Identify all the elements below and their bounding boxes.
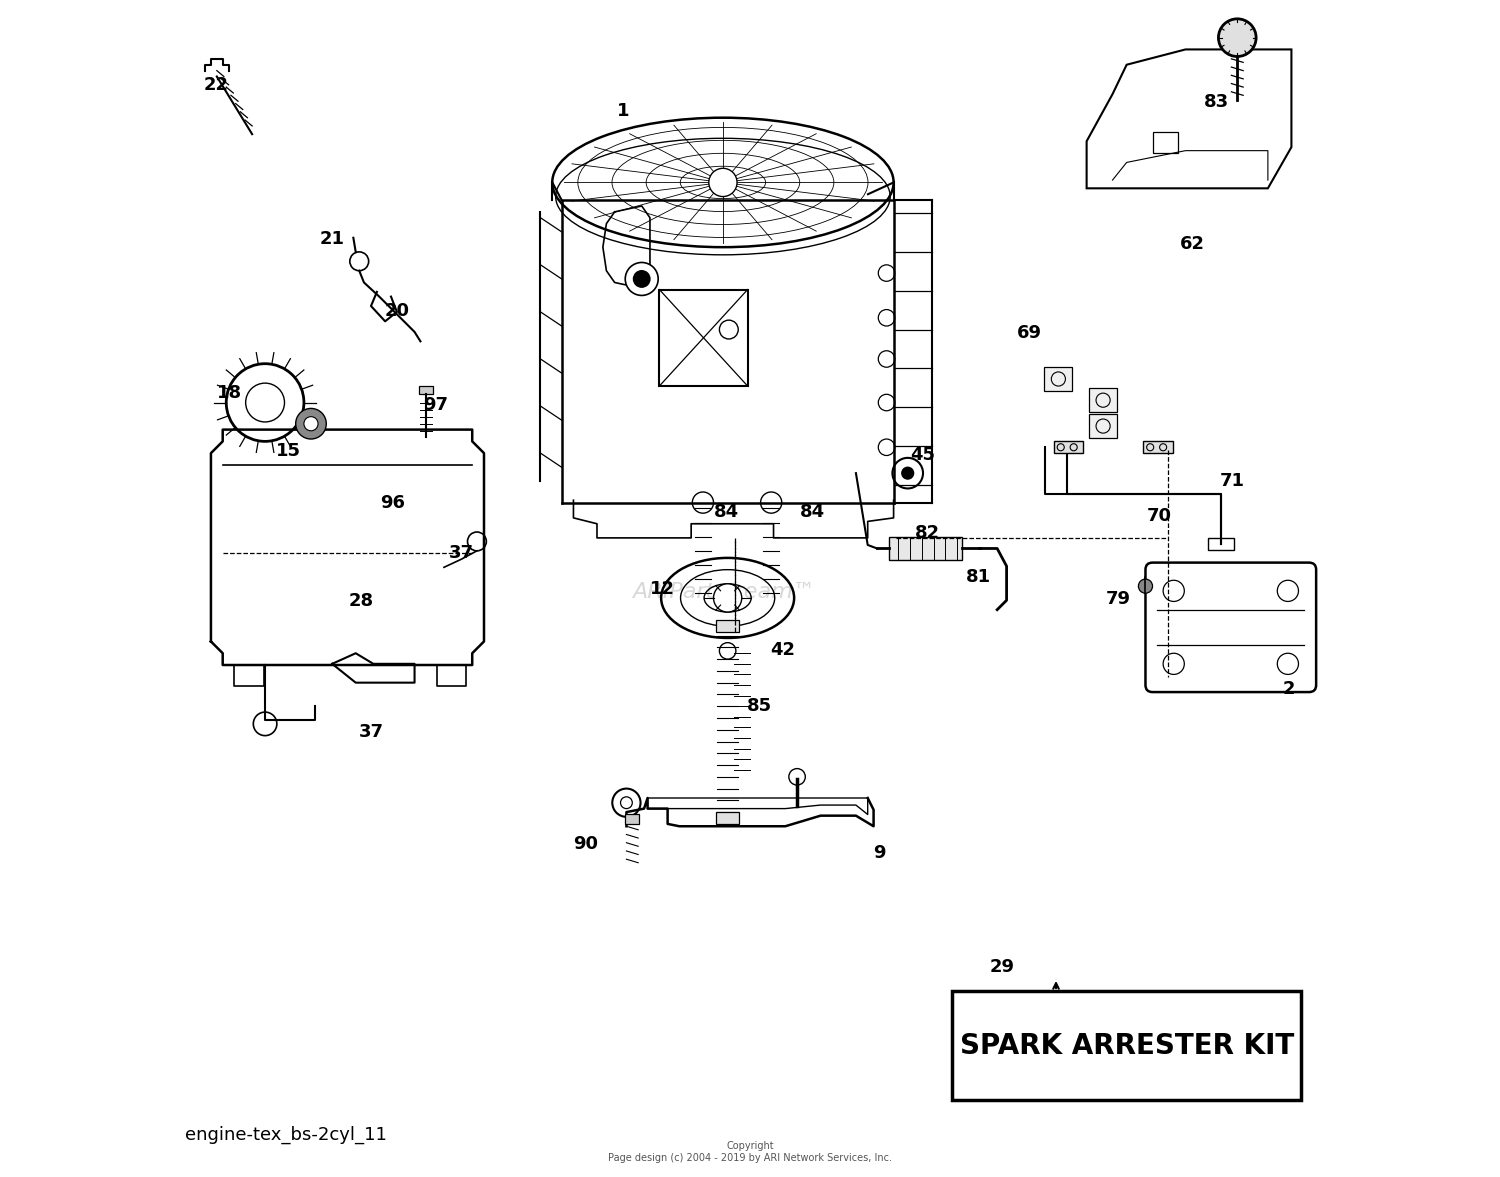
- Circle shape: [714, 584, 742, 612]
- Bar: [1143, 441, 1173, 453]
- Text: 83: 83: [1203, 93, 1228, 112]
- Bar: [1044, 367, 1072, 391]
- Text: 2: 2: [1282, 679, 1296, 698]
- Text: 71: 71: [1220, 472, 1245, 491]
- Text: 37: 37: [358, 723, 384, 742]
- Text: 20: 20: [384, 301, 410, 320]
- Text: SPARK ARRESTER KIT: SPARK ARRESTER KIT: [960, 1032, 1294, 1059]
- Circle shape: [626, 262, 658, 295]
- Text: 37: 37: [448, 544, 474, 563]
- Circle shape: [296, 408, 327, 439]
- Circle shape: [621, 797, 633, 809]
- Bar: [1053, 441, 1083, 453]
- Text: 79: 79: [1106, 590, 1131, 609]
- Text: 45: 45: [910, 446, 936, 465]
- Circle shape: [304, 417, 318, 431]
- Text: 22: 22: [202, 75, 228, 94]
- Text: ARIPartstream™: ARIPartstream™: [633, 583, 816, 601]
- Text: 18: 18: [217, 384, 243, 403]
- Text: 84: 84: [714, 503, 740, 521]
- Text: 70: 70: [1148, 506, 1172, 525]
- Bar: [890, 537, 962, 560]
- Text: 42: 42: [771, 640, 795, 659]
- Bar: [1089, 388, 1118, 412]
- Text: 96: 96: [380, 493, 405, 512]
- Text: 21: 21: [320, 230, 345, 248]
- Bar: [1089, 414, 1118, 438]
- Bar: [952, 991, 1300, 1100]
- Text: 9: 9: [873, 844, 885, 863]
- Circle shape: [1138, 579, 1152, 593]
- Text: 15: 15: [276, 441, 302, 460]
- Text: 12: 12: [651, 579, 675, 598]
- Circle shape: [902, 467, 914, 479]
- Bar: [716, 812, 740, 824]
- Bar: [660, 290, 747, 386]
- Text: 29: 29: [990, 958, 1014, 977]
- Text: 28: 28: [350, 592, 374, 611]
- Bar: [626, 814, 639, 824]
- Text: 90: 90: [573, 834, 597, 853]
- Text: 84: 84: [800, 503, 825, 521]
- Circle shape: [633, 271, 650, 287]
- Text: Copyright
Page design (c) 2004 - 2019 by ARI Network Services, Inc.: Copyright Page design (c) 2004 - 2019 by…: [608, 1142, 892, 1163]
- Text: 62: 62: [1180, 234, 1204, 253]
- Text: 1: 1: [616, 101, 628, 120]
- Text: 69: 69: [1017, 324, 1041, 343]
- Circle shape: [710, 168, 736, 197]
- Bar: [1152, 132, 1179, 153]
- Bar: [1208, 538, 1233, 550]
- Text: 97: 97: [423, 395, 448, 414]
- Circle shape: [1218, 19, 1255, 56]
- Text: 85: 85: [747, 697, 772, 716]
- Bar: [420, 386, 434, 394]
- Bar: [716, 620, 740, 632]
- Text: engine-tex_bs-2cyl_11: engine-tex_bs-2cyl_11: [184, 1125, 387, 1144]
- Text: 81: 81: [966, 567, 992, 586]
- Text: 82: 82: [915, 524, 940, 543]
